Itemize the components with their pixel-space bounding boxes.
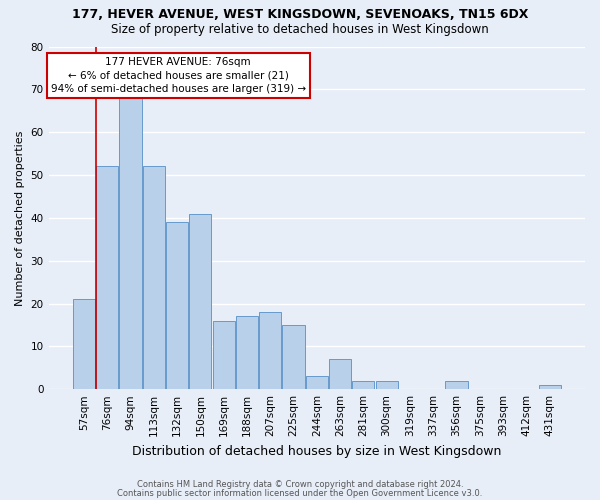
Bar — [73, 299, 95, 389]
Bar — [259, 312, 281, 389]
Y-axis label: Number of detached properties: Number of detached properties — [15, 130, 25, 306]
Bar — [236, 316, 258, 389]
Text: Contains HM Land Registry data © Crown copyright and database right 2024.: Contains HM Land Registry data © Crown c… — [137, 480, 463, 489]
Text: 177 HEVER AVENUE: 76sqm
← 6% of detached houses are smaller (21)
94% of semi-det: 177 HEVER AVENUE: 76sqm ← 6% of detached… — [50, 57, 306, 94]
Bar — [212, 320, 235, 389]
Text: Contains public sector information licensed under the Open Government Licence v3: Contains public sector information licen… — [118, 488, 482, 498]
Bar — [376, 380, 398, 389]
Bar — [329, 359, 351, 389]
Bar — [306, 376, 328, 389]
Bar — [119, 98, 142, 389]
Bar — [539, 385, 560, 389]
X-axis label: Distribution of detached houses by size in West Kingsdown: Distribution of detached houses by size … — [132, 444, 502, 458]
Bar — [283, 325, 305, 389]
Bar — [96, 166, 118, 389]
Bar — [190, 214, 211, 389]
Bar — [352, 380, 374, 389]
Text: Size of property relative to detached houses in West Kingsdown: Size of property relative to detached ho… — [111, 22, 489, 36]
Bar — [445, 380, 467, 389]
Bar — [166, 222, 188, 389]
Bar — [143, 166, 165, 389]
Text: 177, HEVER AVENUE, WEST KINGSDOWN, SEVENOAKS, TN15 6DX: 177, HEVER AVENUE, WEST KINGSDOWN, SEVEN… — [72, 8, 528, 20]
